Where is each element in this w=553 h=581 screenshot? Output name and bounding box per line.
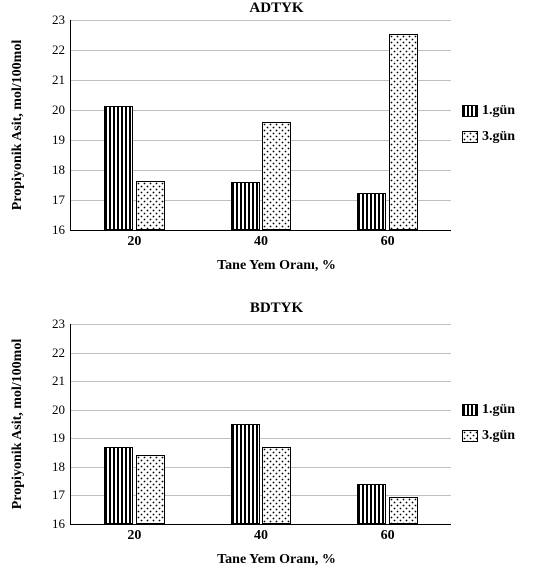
x-tick-label: 40: [254, 528, 268, 544]
legend-item: 1.gün: [462, 103, 515, 119]
plot-area: 1617181920212223204060: [70, 20, 451, 231]
y-tick-label: 18: [52, 162, 65, 178]
y-tick-label: 19: [52, 430, 65, 446]
y-tick-label: 23: [52, 12, 65, 28]
legend: 1.gün 3.gün: [462, 402, 515, 454]
legend-swatch: [462, 105, 478, 117]
x-tick-label: 40: [254, 234, 268, 250]
bar: [231, 182, 260, 230]
x-axis-label: Tane Yem Oranı, %: [0, 552, 553, 568]
bar: [262, 447, 291, 524]
legend-swatch: [462, 404, 478, 416]
bar: [104, 106, 133, 231]
legend-item: 1.gün: [462, 402, 515, 418]
bar: [357, 484, 386, 524]
bar: [357, 193, 386, 231]
gridline: [71, 381, 451, 382]
y-axis-label: Propiyonik Asit, mol/100mol: [10, 40, 26, 210]
legend-swatch: [462, 131, 478, 143]
chart-title: ADTYK: [0, 0, 553, 17]
y-tick-label: 23: [52, 316, 65, 332]
y-tick-label: 17: [52, 192, 65, 208]
y-tick-label: 19: [52, 132, 65, 148]
y-axis-label: Propiyonik Asit, mol/100mol: [10, 339, 26, 509]
gridline: [71, 20, 451, 21]
y-tick-label: 20: [52, 402, 65, 418]
legend-item: 3.gün: [462, 129, 515, 145]
legend-label: 3.gün: [482, 428, 515, 444]
bar: [136, 181, 165, 231]
legend: 1.gün 3.gün: [462, 103, 515, 155]
panel-bottom: BDTYK1617181920212223204060Propiyonik As…: [0, 300, 553, 581]
chart-title: BDTYK: [0, 300, 553, 317]
x-tick-label: 60: [381, 234, 395, 250]
y-tick-label: 20: [52, 102, 65, 118]
y-tick-label: 16: [52, 516, 65, 532]
legend-label: 3.gün: [482, 129, 515, 145]
y-tick-label: 17: [52, 487, 65, 503]
y-tick-label: 22: [52, 345, 65, 361]
bar: [104, 447, 133, 524]
legend-swatch: [462, 430, 478, 442]
y-tick-label: 18: [52, 459, 65, 475]
gridline: [71, 324, 451, 325]
page-root: ADTYK1617181920212223204060Propiyonik As…: [0, 0, 553, 581]
bar: [389, 497, 418, 524]
plot-area: 1617181920212223204060: [70, 324, 451, 525]
gridline: [71, 410, 451, 411]
y-tick-label: 21: [52, 72, 65, 88]
legend-item: 3.gün: [462, 428, 515, 444]
x-axis-label: Tane Yem Oranı, %: [0, 258, 553, 274]
y-tick-label: 22: [52, 42, 65, 58]
y-tick-label: 21: [52, 373, 65, 389]
y-tick-label: 16: [52, 222, 65, 238]
gridline: [71, 353, 451, 354]
bar: [231, 424, 260, 524]
x-tick-label: 20: [127, 234, 141, 250]
x-tick-label: 60: [381, 528, 395, 544]
gridline: [71, 438, 451, 439]
panel-top: ADTYK1617181920212223204060Propiyonik As…: [0, 0, 553, 290]
legend-label: 1.gün: [482, 103, 515, 119]
bar: [262, 122, 291, 230]
bar: [136, 455, 165, 524]
legend-label: 1.gün: [482, 402, 515, 418]
bar: [389, 34, 418, 231]
x-tick-label: 20: [127, 528, 141, 544]
